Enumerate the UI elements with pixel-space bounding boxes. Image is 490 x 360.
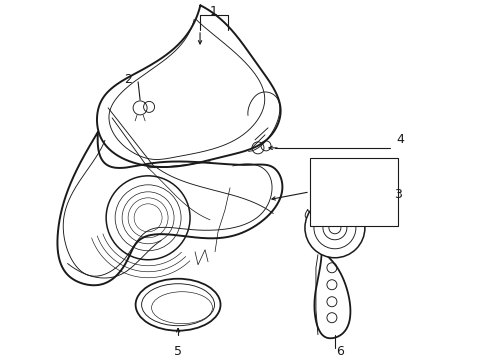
Bar xyxy=(310,158,398,226)
Text: 6: 6 xyxy=(336,345,344,358)
Text: 2: 2 xyxy=(124,73,132,86)
Text: 5: 5 xyxy=(174,345,182,358)
Text: 1: 1 xyxy=(210,5,218,18)
Text: 4: 4 xyxy=(396,133,404,147)
Text: 3: 3 xyxy=(394,188,402,201)
Circle shape xyxy=(305,198,365,258)
